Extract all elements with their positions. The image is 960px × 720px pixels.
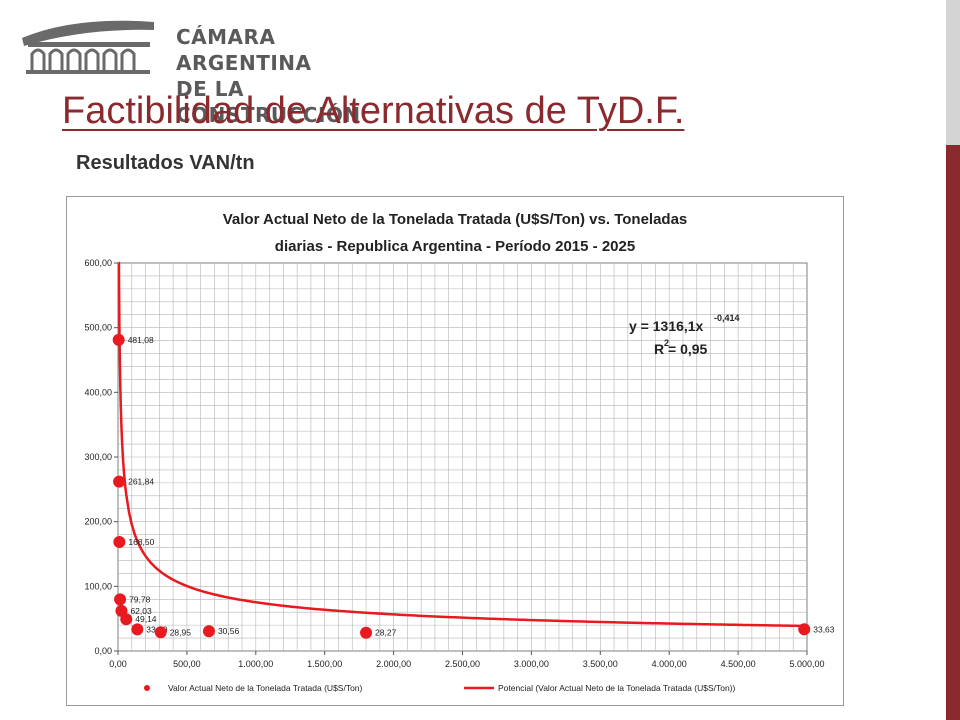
- page-subtitle: Resultados VAN/tn: [76, 152, 255, 174]
- organization-name: CÁMARA ARGENTINA DE LA CONSTRUCCIÓN: [176, 24, 364, 128]
- x-tick-label: 3.500,00: [583, 659, 618, 669]
- legend-label-trendline: Potencial (Valor Actual Neto de la Tonel…: [498, 683, 736, 693]
- data-point: [131, 623, 144, 636]
- x-tick-label: 2.500,00: [445, 659, 480, 669]
- trendline-path: [117, 261, 808, 628]
- chart-container: Valor Actual Neto de la Tonelada Tratada…: [66, 196, 844, 706]
- chart-title-line2: diarias - Republica Argentina - Período …: [275, 238, 635, 255]
- side-bar-gray: [946, 0, 960, 145]
- organization-name-line2: DE LA CONSTRUCCIÓN: [176, 77, 361, 127]
- r-squared-prefix: R: [654, 341, 664, 357]
- x-tick-label: 3.000,00: [514, 659, 549, 669]
- data-label: 261,84: [128, 477, 154, 487]
- points-layer: 481,08261,84168,5079,7862,0349,1433,4928…: [112, 333, 835, 639]
- data-label: 30,56: [218, 626, 240, 636]
- equation-text: y = 1316,1x: [629, 318, 704, 334]
- x-tick-label: 1.000,00: [238, 659, 273, 669]
- organization-name-line1: CÁMARA ARGENTINA: [176, 25, 312, 75]
- data-label: 28,27: [375, 628, 397, 638]
- data-label: 168,50: [128, 537, 154, 547]
- chamber-logo: CÁMARA ARGENTINA DE LA CONSTRUCCIÓN: [14, 8, 364, 127]
- x-tick-label: 5.000,00: [789, 659, 824, 669]
- y-tick-label: 300,00: [84, 452, 112, 462]
- data-label: 79,78: [129, 594, 151, 604]
- page-title: Factibilidad de Alternativas de TyD.F.: [62, 90, 685, 132]
- data-point: [798, 623, 811, 636]
- x-tick-label: 2.000,00: [376, 659, 411, 669]
- y-tick-label: 100,00: [84, 581, 112, 591]
- data-label: 28,95: [170, 627, 192, 637]
- chart-svg: Valor Actual Neto de la Tonelada Tratada…: [66, 196, 844, 706]
- legend-label-series: Valor Actual Neto de la Tonelada Tratada…: [168, 683, 363, 693]
- data-label: 481,08: [128, 335, 154, 345]
- aqueduct-logo-icon: [22, 20, 154, 74]
- trendline-layer: [117, 261, 808, 628]
- data-point: [113, 536, 126, 549]
- legend: Valor Actual Neto de la Tonelada Tratada…: [144, 683, 736, 693]
- data-label: 62,03: [130, 606, 152, 616]
- chart-title-line1: Valor Actual Neto de la Tonelada Tratada…: [223, 211, 688, 228]
- x-tick-label: 4.000,00: [652, 659, 687, 669]
- x-tick-label: 4.500,00: [721, 659, 756, 669]
- data-point: [113, 475, 126, 488]
- y-tick-label: 500,00: [84, 323, 112, 333]
- r-squared-text: = 0,95: [668, 341, 708, 357]
- equation-exponent: -0,414: [714, 313, 740, 323]
- y-tick-label: 200,00: [84, 517, 112, 527]
- x-tick-label: 500,00: [173, 659, 201, 669]
- x-tick-label: 1.500,00: [307, 659, 342, 669]
- side-bar-accent: [946, 145, 960, 720]
- data-point: [120, 613, 133, 626]
- data-point: [202, 625, 215, 638]
- trendline-equation: y = 1316,1x -0,414 R 2 = 0,95: [629, 313, 740, 357]
- data-point: [154, 626, 167, 639]
- y-tick-label: 0,00: [94, 646, 112, 656]
- y-tick-label: 600,00: [84, 258, 112, 268]
- data-point: [112, 333, 125, 346]
- data-label: 33,63: [813, 624, 835, 634]
- data-label: 49,14: [135, 614, 157, 624]
- axes: 0,00 100,00 200,00 300,00 400,00 500,00 600,00…: [84, 258, 824, 669]
- x-tick-label: 0,00: [109, 659, 127, 669]
- y-tick-label: 400,00: [84, 387, 112, 397]
- legend-marker-series: [144, 685, 150, 691]
- grid: [118, 263, 807, 651]
- data-point: [114, 593, 127, 606]
- data-point: [360, 626, 373, 639]
- r-squared-sup: 2: [664, 338, 669, 348]
